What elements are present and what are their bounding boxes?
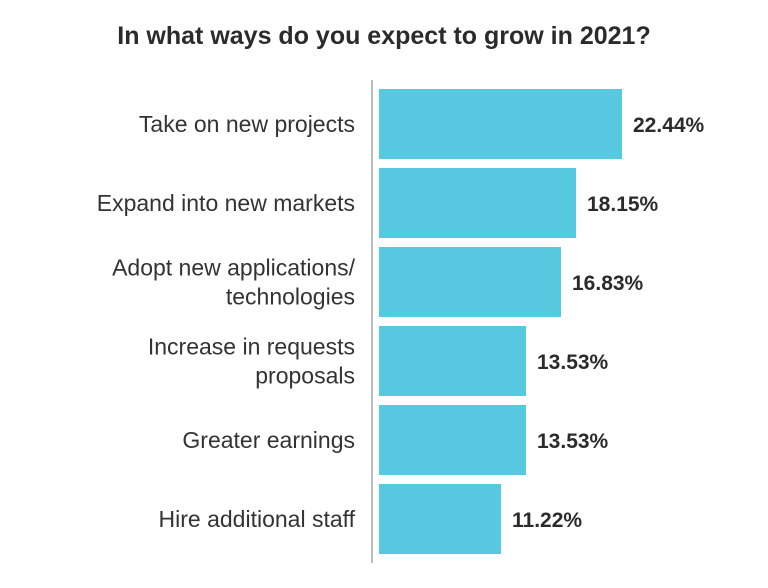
category-label-6: Hire additional staff: [159, 506, 356, 532]
category-label-1: Take on new projects: [139, 111, 355, 137]
value-label-3: 16.83%: [572, 272, 644, 295]
value-label-2: 18.15%: [587, 193, 659, 216]
bar-5: [379, 405, 526, 475]
category-label-3-line-2: technologies: [226, 284, 355, 310]
category-label-4-line-1: Increase in requests: [148, 334, 355, 360]
category-label-5: Greater earnings: [182, 427, 355, 453]
bar-3: [379, 247, 561, 317]
value-label-4: 13.53%: [537, 351, 609, 374]
category-label-4-line-2: proposals: [255, 363, 355, 389]
category-label-2: Expand into new markets: [97, 190, 355, 216]
category-label-3-line-1: Adopt new applications/: [112, 255, 356, 281]
value-label-6: 11.22%: [512, 509, 582, 532]
chart-title: In what ways do you expect to grow in 20…: [117, 22, 651, 50]
value-label-1: 22.44%: [633, 114, 705, 137]
value-label-5: 13.53%: [537, 430, 609, 453]
bar-2: [379, 168, 576, 238]
bar-4: [379, 326, 526, 396]
bar-1: [379, 89, 622, 159]
bar-6: [379, 484, 501, 554]
